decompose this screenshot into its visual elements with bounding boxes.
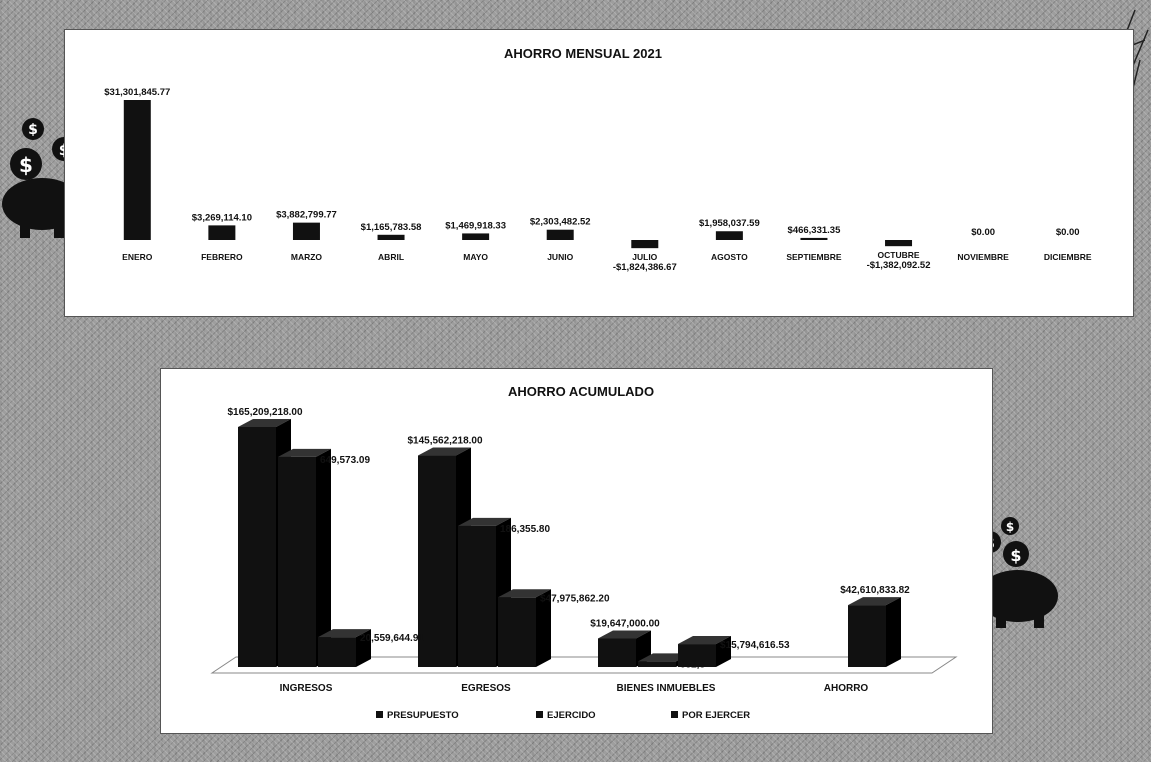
data-label: $165,209,218.00 xyxy=(227,407,303,418)
bar-egresos-por-ejercer xyxy=(498,589,551,667)
bar-abril xyxy=(377,234,405,240)
svg-text:$: $ xyxy=(28,122,38,138)
bar-ahorro-ejercido xyxy=(848,597,901,667)
category-label: EGRESOS xyxy=(461,683,511,694)
category-label: ABRIL xyxy=(378,252,404,262)
category-label: AGOSTO xyxy=(711,252,748,262)
legend-item-presupuesto: PRESUPUESTO xyxy=(376,710,459,721)
data-label: 852,3 xyxy=(680,659,705,670)
data-label: 20,559,644.91 xyxy=(360,633,424,644)
legend-item-por-ejercer: POR EJERCER xyxy=(671,710,750,721)
bar-mayo xyxy=(462,233,490,240)
svg-text:$: $ xyxy=(1006,520,1014,534)
data-label: $42,610,833.82 xyxy=(840,585,910,596)
bar-octubre xyxy=(885,240,913,247)
category-label: BIENES INMUEBLES xyxy=(617,683,716,694)
category-label: OCTUBRE xyxy=(878,250,920,260)
legend-swatch xyxy=(376,711,383,718)
category-label: DICIEMBRE xyxy=(1044,252,1092,262)
data-label: $31,301,845.77 xyxy=(104,87,170,98)
data-label: $145,562,218.00 xyxy=(407,436,483,447)
monthly-savings-chart: AHORRO MENSUAL 2021 $31,301,845.77 $3,269… xyxy=(64,29,1134,317)
category-label: JUNIO xyxy=(547,252,573,262)
data-label: -$1,382,092.52 xyxy=(867,260,931,271)
accumulated-savings-chart: AHORRO ACUMULADO $165,209,218.00 649,573.… xyxy=(160,368,993,734)
accumulated-chart-svg: AHORRO ACUMULADO $165,209,218.00 649,573.… xyxy=(210,384,958,721)
bar-marzo xyxy=(292,222,320,240)
category-label: ENERO xyxy=(122,252,153,262)
bar-julio xyxy=(631,240,659,249)
bar-septiembre xyxy=(800,237,828,240)
data-label: $2,303,482.52 xyxy=(530,217,591,228)
svg-text:$: $ xyxy=(1010,546,1021,565)
category-label: MARZO xyxy=(291,252,323,262)
data-label: 649,573.09 xyxy=(320,455,370,466)
data-label: $1,165,783.58 xyxy=(361,222,422,233)
svg-text:$: $ xyxy=(19,153,33,177)
category-label: NOVIEMBRE xyxy=(957,252,1009,262)
data-label: $466,331.35 xyxy=(788,225,842,236)
category-label: SEPTIEMBRE xyxy=(786,252,842,262)
data-label: 186,355.80 xyxy=(500,524,550,535)
legend-swatch xyxy=(536,711,543,718)
bar-enero xyxy=(123,100,151,240)
data-label: $1,958,037.59 xyxy=(699,218,760,229)
legend-label: EJERCIDO xyxy=(547,710,596,721)
data-label: $15,794,616.53 xyxy=(720,640,790,651)
chart-title: AHORRO MENSUAL 2021 xyxy=(504,46,662,61)
data-label: $0.00 xyxy=(971,227,995,238)
bar-ingresos-ejercido xyxy=(278,448,331,667)
legend-item-ejercido: EJERCIDO xyxy=(536,710,596,721)
bar-bienes-inmuebles-por-ejercer xyxy=(678,636,731,667)
data-label: $0.00 xyxy=(1056,227,1080,238)
data-label: $19,647,000.00 xyxy=(590,618,660,629)
category-label: MAYO xyxy=(463,252,488,262)
legend-label: POR EJERCER xyxy=(682,710,750,721)
monthly-chart-svg: AHORRO MENSUAL 2021 $31,301,845.77 $3,269… xyxy=(104,46,1092,273)
chart-title: AHORRO ACUMULADO xyxy=(508,384,654,399)
legend-label: PRESUPUESTO xyxy=(387,710,459,721)
category-label: INGRESOS xyxy=(280,683,333,694)
category-label: FEBRERO xyxy=(201,252,243,262)
data-label: $3,882,799.77 xyxy=(276,210,337,221)
legend-swatch xyxy=(671,711,678,718)
data-label: $1,469,918.33 xyxy=(445,220,506,231)
category-label: JULIO xyxy=(632,252,657,262)
bar-ingresos-por-ejercer xyxy=(318,629,371,667)
bar-junio xyxy=(546,229,574,240)
data-label: -$1,824,386.67 xyxy=(613,262,677,273)
bar-agosto xyxy=(715,231,743,240)
data-label: $47,975,862.20 xyxy=(540,593,610,604)
category-label: AHORRO xyxy=(824,683,869,694)
data-label: $3,269,114.10 xyxy=(192,212,252,223)
bar-febrero xyxy=(208,225,236,240)
